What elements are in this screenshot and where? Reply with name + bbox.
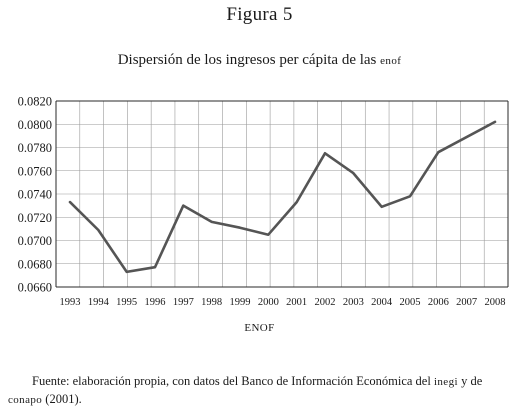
x-tick-label: 2001: [286, 297, 307, 308]
chart-title: Dispersión de los ingresos per cápita de…: [0, 52, 519, 69]
chart-title-main: Dispersión de los ingresos per cápita de…: [117, 52, 381, 68]
x-tick-label: 2003: [343, 297, 364, 308]
x-tick-label: 2007: [456, 297, 477, 308]
series-line: [68, 120, 497, 274]
figure-label: Figura 5: [226, 4, 293, 25]
y-tick-label: 0.0740: [18, 188, 52, 202]
chart-title-acronym: enof: [380, 55, 402, 67]
source-text-suffix: (2001).: [42, 392, 82, 406]
y-tick-label: 0.0680: [18, 257, 52, 271]
x-tick-label: 1999: [230, 297, 251, 308]
x-tick-label: 1998: [201, 297, 222, 308]
plot-frame: [55, 100, 509, 288]
y-tick-label: 0.0720: [18, 211, 52, 225]
source-conapo: conapo: [8, 394, 43, 406]
source-text-middle: y de: [457, 374, 483, 388]
source-inegi: inegi: [433, 376, 458, 388]
x-tick-labels: 1993 1994 1995 1996 1997 1998 1999 2000 2001 2002…: [60, 297, 506, 308]
x-tick-label: 1994: [88, 297, 110, 308]
x-tick-label: 1996: [145, 297, 166, 308]
y-tick-label: 0.0800: [18, 118, 52, 132]
x-tick-label: 2008: [485, 297, 506, 308]
y-tick-label: 0.0660: [18, 281, 52, 295]
x-tick-label: 2002: [315, 297, 336, 308]
x-tick-label: 1997: [173, 297, 194, 308]
source-text-prefix: Fuente: elaboración propia, con datos de…: [32, 374, 434, 388]
x-tick-label: 2006: [428, 297, 449, 308]
x-axis-title: ENOF: [244, 322, 275, 334]
line-chart: 0.0820 0.0800 0.0780 0.0760 0.0740 0.0720 0.07…: [18, 95, 509, 308]
grid-lines: [56, 101, 508, 287]
x-tick-label: 1995: [116, 297, 137, 308]
y-tick-labels: 0.0820 0.0800 0.0780 0.0760 0.0740 0.0720 0.07…: [18, 95, 52, 295]
y-tick-label: 0.0820: [18, 95, 52, 109]
x-tick-label: 2005: [400, 297, 421, 308]
x-tick-label: 2004: [371, 297, 393, 308]
y-tick-label: 0.0760: [18, 164, 52, 178]
x-tick-label: 2000: [258, 297, 279, 308]
series-group: [68, 120, 497, 274]
source-note: Fuente: elaboración propia, con datos de…: [8, 373, 518, 409]
y-tick-label: 0.0700: [18, 234, 52, 248]
y-tick-label: 0.0780: [18, 141, 52, 155]
x-tick-label: 1993: [60, 297, 81, 308]
